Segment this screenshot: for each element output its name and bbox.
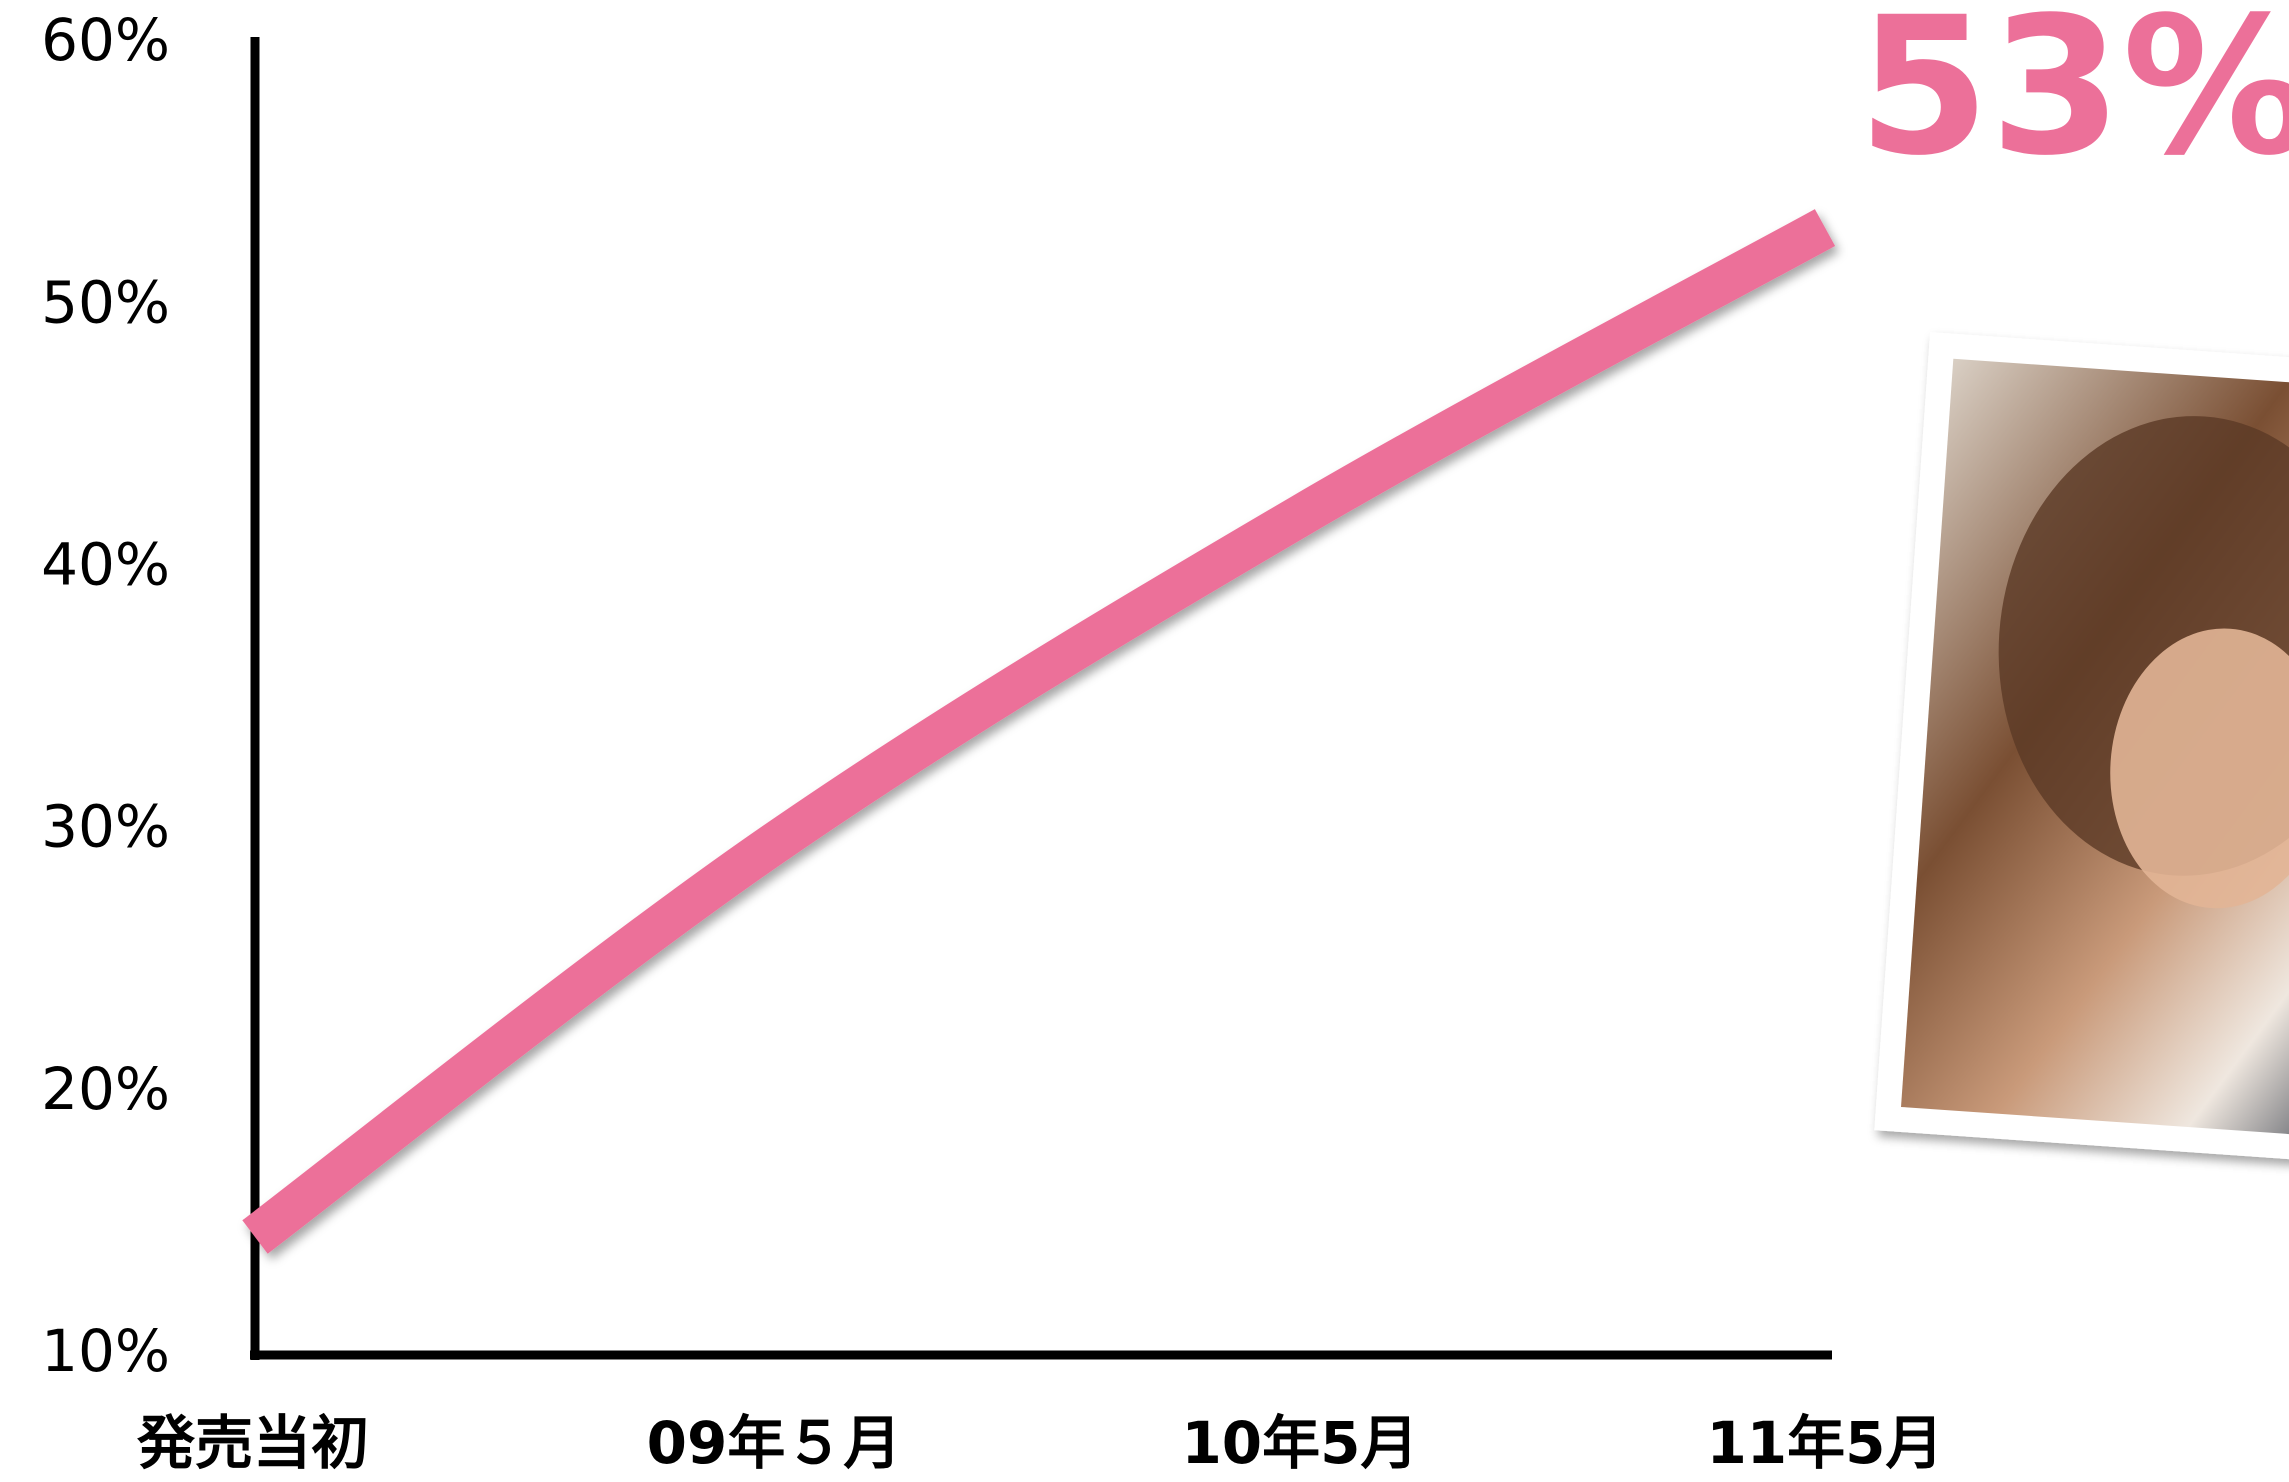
x-tick-label: 発売当初 — [137, 1409, 369, 1477]
y-tick-label: 50% — [41, 268, 170, 336]
photo-face — [2110, 628, 2289, 909]
line — [242, 209, 1836, 1254]
x-tick-label: 11年5月 — [1706, 1409, 1943, 1477]
x-tick-label: 10年5月 — [1181, 1409, 1418, 1477]
photo — [1874, 332, 2289, 1166]
y-tick-label: 40% — [41, 531, 170, 599]
annotation: 53% — [1858, 0, 2289, 197]
y-tick-label: 60% — [41, 6, 170, 74]
y-tick-label: 10% — [41, 1317, 170, 1385]
y-tick-label: 30% — [41, 793, 170, 861]
y-tick-label: 20% — [41, 1055, 170, 1123]
x-tick-label: 09年５月 — [647, 1409, 902, 1477]
